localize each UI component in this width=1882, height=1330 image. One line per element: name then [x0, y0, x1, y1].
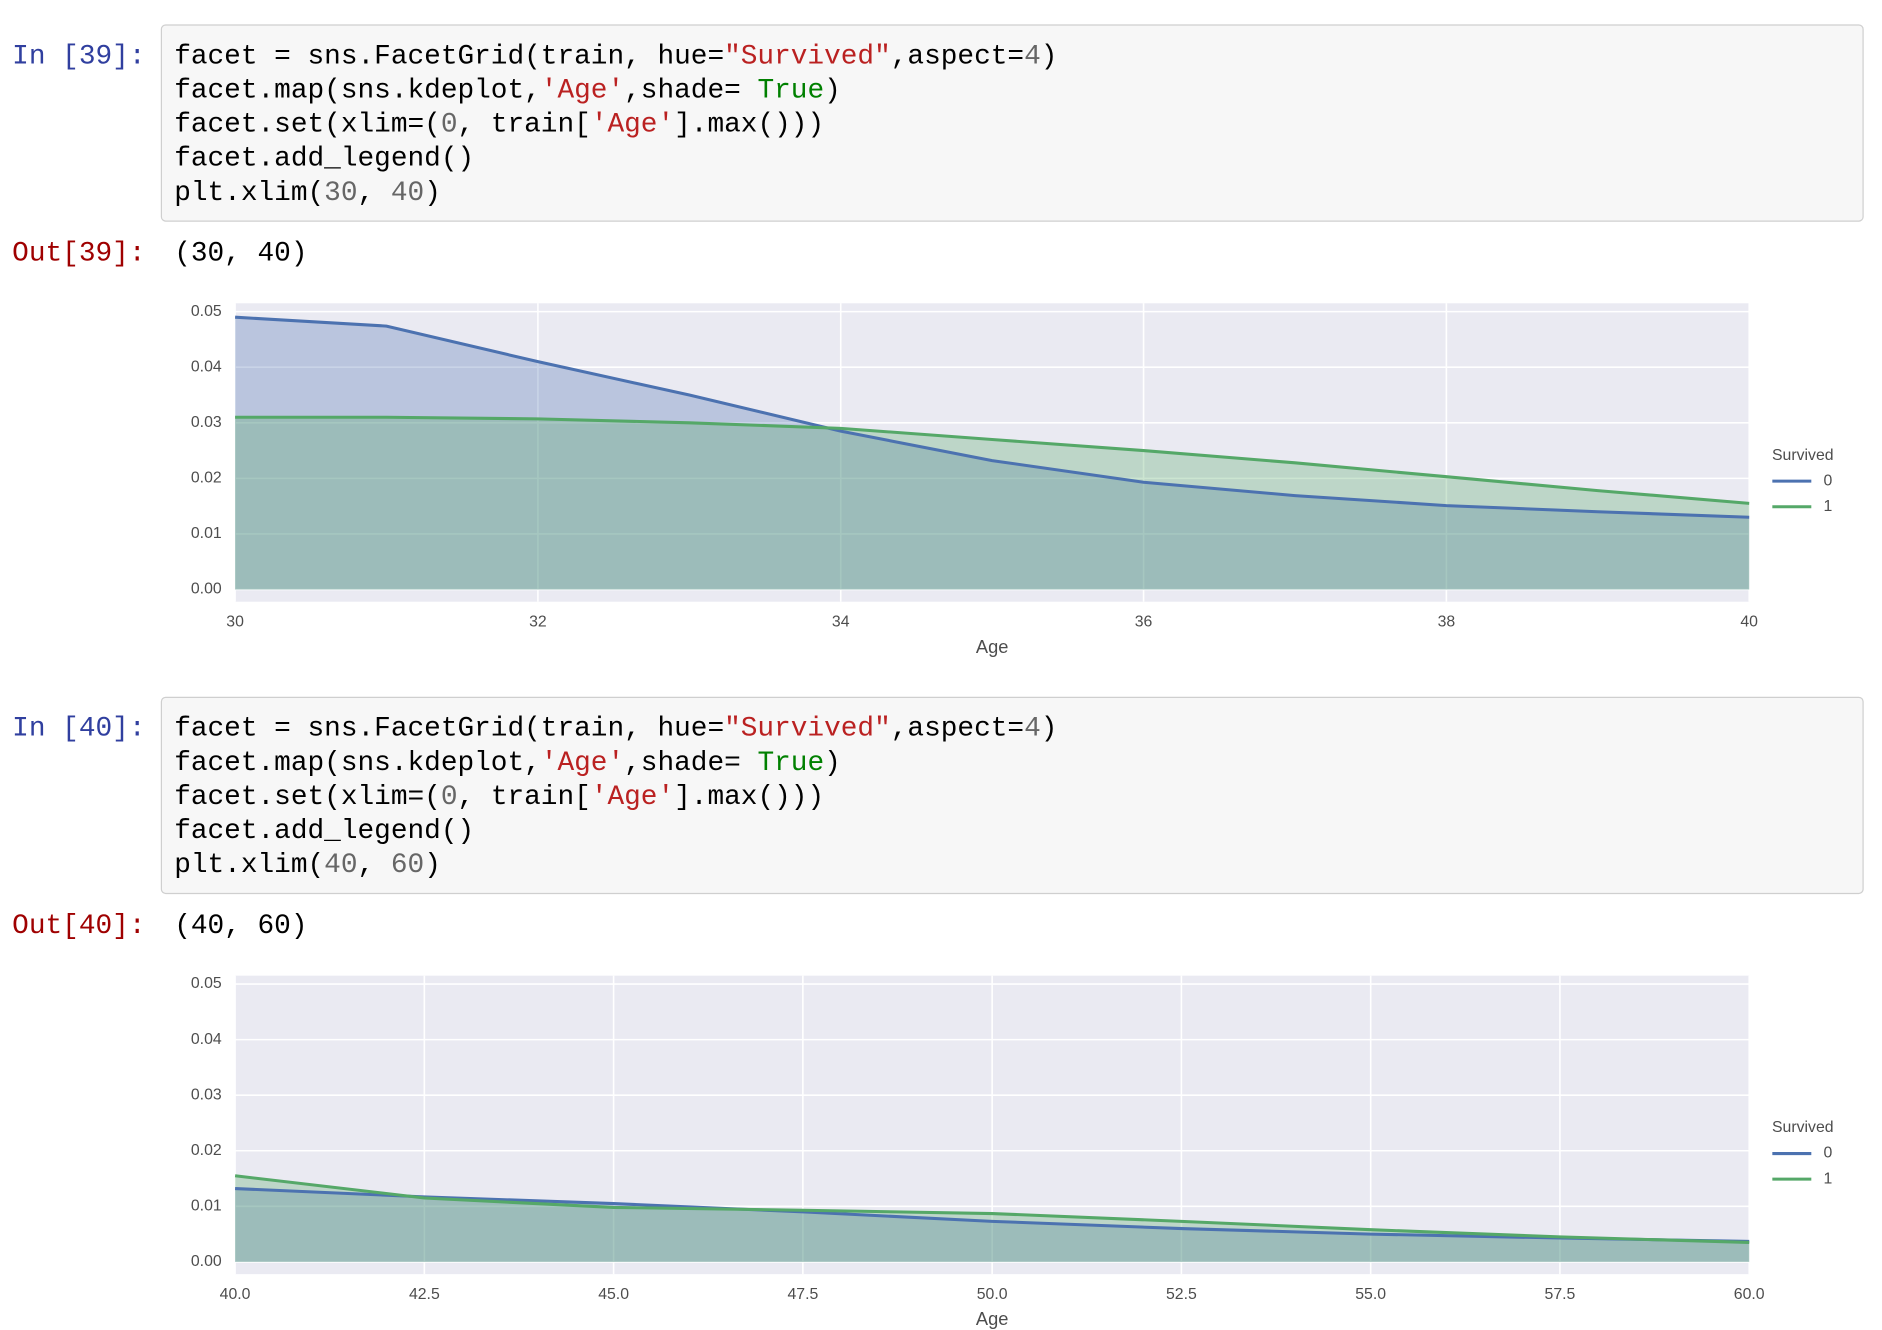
y-tick-label: 0.01 [191, 1198, 222, 1215]
code-token: 'Age' [590, 108, 675, 141]
legend-label: 0 [1823, 1145, 1832, 1162]
kde-line [235, 1187, 1750, 1243]
y-tick-label: 0.03 [191, 1086, 222, 1103]
x-tick-label: 50.0 [977, 1286, 1008, 1303]
y-tick-label: 0.02 [191, 470, 222, 487]
x-tick-label: 60.0 [1734, 1286, 1765, 1303]
kde-line [234, 1174, 1750, 1244]
code-token: 40 [390, 176, 425, 209]
code-token: 4 [1024, 712, 1041, 745]
code-line: facet.set(xlim=(0, train['Age'].max())) [174, 780, 825, 813]
code-cell [160, 696, 1864, 895]
x-tick-label: 30 [226, 614, 244, 631]
legend-label: 1 [1823, 1170, 1832, 1187]
code-token: 'Age' [590, 780, 675, 813]
legend-label: 1 [1823, 498, 1832, 515]
y-tick-label: 0.05 [191, 975, 222, 992]
code-line: plt.xlim(40, 60) [174, 849, 441, 881]
code-token: True [757, 746, 825, 779]
y-tick-label: 0.04 [191, 358, 222, 375]
code-line: facet.map(sns.kdeplot,'Age',shade= True) [174, 74, 841, 106]
y-tick-label: 0.04 [191, 1031, 222, 1048]
legend-title: Survived [1772, 1119, 1834, 1136]
code-token: 30 [324, 176, 358, 209]
kde-area [235, 417, 1750, 590]
legend-title: Survived [1772, 447, 1834, 464]
legend-label: 0 [1823, 472, 1832, 489]
code-line: facet.add_legend() [174, 814, 475, 847]
code-token: 0 [440, 780, 458, 813]
x-tick-label: 34 [832, 614, 850, 631]
in-prompt: In [39]: [12, 40, 146, 72]
plot-area [235, 303, 1750, 602]
code-token: 4 [1024, 40, 1041, 72]
x-tick-label: 42.5 [409, 1286, 440, 1303]
code-token: 0 [440, 108, 458, 141]
output-text: (30, 40) [174, 237, 308, 270]
y-tick-label: 0.02 [191, 1142, 222, 1159]
x-tick-label: 38 [1438, 614, 1456, 631]
output-text: (40, 60) [174, 909, 308, 942]
kde-line [235, 415, 1750, 505]
code-token: 60 [390, 849, 425, 881]
code-token: 'Age' [540, 746, 625, 779]
code-token: "Survived" [724, 40, 891, 72]
x-tick-label: 36 [1135, 614, 1153, 631]
y-tick-label: 0.01 [191, 525, 222, 542]
code-line: facet = sns.FacetGrid(train, hue="Surviv… [174, 40, 1058, 72]
code-cell [160, 24, 1864, 222]
x-tick-label: 32 [529, 614, 547, 631]
kde-line [235, 315, 1750, 519]
kde-area [235, 1175, 1750, 1262]
y-tick-label: 0.00 [191, 1253, 222, 1270]
y-tick-label: 0.00 [191, 581, 222, 598]
code-line: facet.add_legend() [174, 142, 475, 175]
code-token: True [757, 74, 825, 106]
x-axis-label: Age [976, 636, 1009, 657]
y-tick-label: 0.05 [191, 303, 222, 320]
out-prompt: Out[40]: [12, 909, 146, 942]
y-tick-label: 0.03 [191, 414, 222, 431]
code-line: facet = sns.FacetGrid(train, hue="Surviv… [174, 712, 1058, 745]
code-token: 40 [324, 849, 358, 881]
x-axis-label: Age [976, 1308, 1009, 1329]
code-line: facet.map(sns.kdeplot,'Age',shade= True) [174, 746, 841, 779]
code-line: facet.set(xlim=(0, train['Age'].max())) [174, 108, 825, 141]
kde-area [235, 317, 1750, 590]
x-tick-label: 47.5 [787, 1286, 818, 1303]
out-prompt: Out[39]: [12, 237, 146, 270]
x-tick-label: 52.5 [1166, 1286, 1197, 1303]
in-prompt: In [40]: [12, 712, 146, 745]
x-tick-label: 40 [1740, 614, 1758, 631]
code-token: "Survived" [724, 712, 891, 745]
x-tick-label: 57.5 [1545, 1286, 1576, 1303]
code-token: 'Age' [540, 74, 625, 106]
x-tick-label: 40.0 [220, 1286, 251, 1303]
x-tick-label: 45.0 [598, 1286, 629, 1303]
code-line: plt.xlim(30, 40) [174, 176, 441, 209]
x-tick-label: 55.0 [1355, 1286, 1386, 1303]
